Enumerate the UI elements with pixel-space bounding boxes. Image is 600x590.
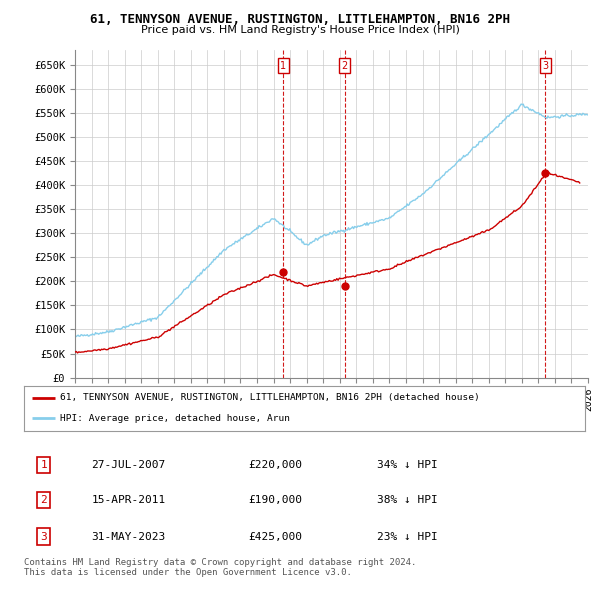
Text: 31-MAY-2023: 31-MAY-2023 (91, 532, 166, 542)
Text: £425,000: £425,000 (248, 532, 302, 542)
Text: 27-JUL-2007: 27-JUL-2007 (91, 460, 166, 470)
Text: HPI: Average price, detached house, Arun: HPI: Average price, detached house, Arun (61, 414, 290, 423)
Text: 23% ↓ HPI: 23% ↓ HPI (377, 532, 438, 542)
Text: £220,000: £220,000 (248, 460, 302, 470)
Text: £190,000: £190,000 (248, 495, 302, 505)
Text: Price paid vs. HM Land Registry's House Price Index (HPI): Price paid vs. HM Land Registry's House … (140, 25, 460, 35)
Text: 3: 3 (40, 532, 47, 542)
Text: 38% ↓ HPI: 38% ↓ HPI (377, 495, 438, 505)
Text: 34% ↓ HPI: 34% ↓ HPI (377, 460, 438, 470)
Text: Contains HM Land Registry data © Crown copyright and database right 2024.
This d: Contains HM Land Registry data © Crown c… (24, 558, 416, 577)
Text: 1: 1 (40, 460, 47, 470)
Text: 1: 1 (280, 61, 286, 71)
Text: 15-APR-2011: 15-APR-2011 (91, 495, 166, 505)
Text: 3: 3 (542, 61, 548, 71)
Text: 2: 2 (40, 495, 47, 505)
Text: 61, TENNYSON AVENUE, RUSTINGTON, LITTLEHAMPTON, BN16 2PH (detached house): 61, TENNYSON AVENUE, RUSTINGTON, LITTLEH… (61, 393, 480, 402)
Text: 61, TENNYSON AVENUE, RUSTINGTON, LITTLEHAMPTON, BN16 2PH: 61, TENNYSON AVENUE, RUSTINGTON, LITTLEH… (90, 13, 510, 26)
Text: 2: 2 (341, 61, 347, 71)
